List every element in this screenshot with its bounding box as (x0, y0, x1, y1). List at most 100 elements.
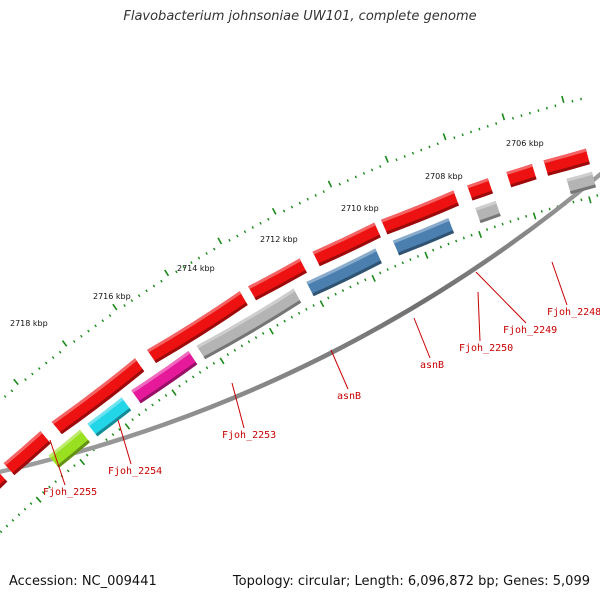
reverse-feature-8 (48, 429, 90, 468)
outer-tick (243, 230, 247, 234)
accession-text: Accession: NC_009441 (9, 574, 157, 589)
inner-tick (486, 228, 489, 231)
inner-tick (268, 327, 274, 335)
outer-tick (495, 122, 498, 125)
inner-tick (509, 220, 512, 223)
inner-tick (462, 236, 465, 240)
outer-tick (108, 314, 112, 318)
inner-tick (198, 370, 202, 374)
inner-tick (118, 428, 121, 431)
inner-tick (164, 394, 168, 397)
inner-tick (66, 469, 70, 473)
inner-tick (386, 268, 389, 271)
inner-tick (205, 366, 209, 370)
inner-tick (548, 207, 551, 211)
inner-tick (364, 278, 367, 282)
inner-tick (29, 502, 33, 505)
reverse-feature-2 (475, 200, 501, 224)
outer-tick (10, 389, 14, 393)
inner-tick (191, 375, 195, 379)
scale-labels: 2706 kbp 2708 kbp 2710 kbp 2712 kbp 2714… (10, 139, 544, 328)
outer-tick (164, 269, 170, 277)
outer-tick (453, 136, 456, 140)
inner-tick (394, 264, 397, 268)
inner-tick (517, 217, 520, 221)
inner-tick (501, 222, 504, 226)
inner-tick (319, 300, 325, 308)
inner-tick (35, 496, 42, 503)
outer-tick (259, 221, 262, 225)
outer-tick (87, 329, 90, 333)
outer-tick (80, 334, 83, 338)
forward-feature-6 (248, 258, 307, 301)
inner-tick (124, 423, 131, 430)
outer-tick (461, 133, 464, 137)
inner-tick (11, 518, 15, 522)
reverse-feature-1 (566, 171, 596, 195)
inner-tick (276, 323, 279, 327)
reverse-feature-6 (131, 350, 198, 404)
forward-feature-10 (0, 473, 8, 489)
outer-tick (61, 340, 68, 347)
inner-tick (137, 413, 141, 417)
inner-tick (254, 336, 258, 339)
outer-tick (197, 256, 201, 260)
inner-tick (455, 239, 458, 243)
outer-tick (112, 303, 118, 311)
inner-tick (290, 315, 294, 319)
inner-tick (23, 507, 27, 511)
inner-tick (261, 331, 265, 335)
inner-tick (532, 212, 537, 220)
forward-feature-4 (381, 190, 459, 235)
inner-tick (305, 307, 308, 311)
outer-tick (469, 130, 473, 134)
outer-tick (306, 197, 309, 201)
forward-strand-features (0, 148, 590, 489)
outer-tick (182, 265, 186, 269)
label-leader-5 (330, 349, 349, 390)
reverse-strand-features (48, 171, 596, 468)
outer-tick (561, 95, 565, 103)
inner-tick (432, 248, 435, 252)
outer-tick (314, 193, 317, 197)
inner-tick (48, 485, 51, 489)
forward-feature-1 (543, 148, 590, 176)
inner-tick (371, 274, 376, 282)
forward-feature-2 (506, 163, 537, 188)
inner-tick (493, 225, 496, 229)
outer-tick (137, 294, 141, 298)
inner-tick (41, 491, 45, 494)
label-leaders (49, 261, 568, 486)
outer-tick (217, 237, 223, 245)
inner-tick (409, 258, 412, 262)
outer-tick (442, 133, 447, 141)
outer-tick (58, 350, 62, 354)
label-leader-8 (49, 439, 66, 486)
inner-tick (572, 200, 575, 204)
inner-tick (439, 245, 442, 249)
outer-tick (37, 367, 41, 370)
outer-tick (411, 151, 415, 155)
outer-tick (267, 217, 270, 221)
label-leader-6 (231, 382, 245, 429)
scale-label-2708: 2708 kbp (425, 172, 463, 181)
inner-tick (379, 271, 382, 275)
outer-tick (327, 180, 333, 188)
inner-tick (470, 233, 473, 237)
outer-tick (228, 238, 231, 242)
inner-tick (0, 530, 3, 534)
outer-tick (123, 304, 126, 307)
forward-feature-9 (3, 431, 51, 476)
forward-feature-7 (147, 291, 248, 364)
inner-tick (85, 453, 89, 457)
outer-tick (362, 171, 366, 175)
inner-tick (178, 384, 181, 388)
gene-label-asnb-1: asnB (420, 360, 444, 371)
inner-tick (5, 524, 9, 528)
inner-tick (171, 389, 177, 396)
outer-tick (354, 175, 358, 179)
gene-label-asnb-2: asnB (337, 391, 361, 402)
inner-tick (327, 296, 330, 300)
outer-tick (94, 324, 97, 328)
